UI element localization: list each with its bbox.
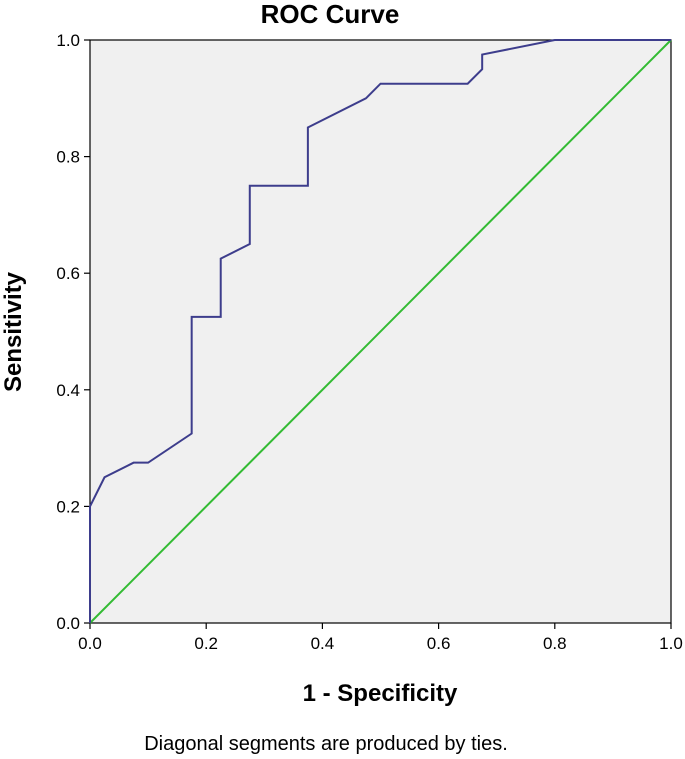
x-axis-title: 1 - Specificity xyxy=(303,680,458,707)
x-tick-label: 1.0 xyxy=(659,634,683,653)
x-tick-label: 0.0 xyxy=(78,634,102,653)
x-tick-label: 0.6 xyxy=(427,634,451,653)
y-axis-title: Sensitivity xyxy=(0,271,27,392)
y-axis-ticks: 0.0 0.2 0.4 0.6 0.8 1.0 xyxy=(56,31,90,633)
x-tick-label: 0.2 xyxy=(194,634,218,653)
y-tick-label: 0.8 xyxy=(56,148,80,167)
reference-diagonal-line xyxy=(89,39,672,624)
x-axis-ticks: 0.0 0.2 0.4 0.6 0.8 1.0 xyxy=(78,623,683,653)
roc-curve-line xyxy=(89,39,671,623)
y-tick-label: 0.6 xyxy=(56,264,80,283)
chart-title: ROC Curve xyxy=(261,0,400,29)
series-layer xyxy=(89,39,672,624)
footnote: Diagonal segments are produced by ties. xyxy=(144,733,508,755)
y-tick-label: 0.2 xyxy=(56,497,80,516)
y-tick-label: 0.0 xyxy=(56,614,80,633)
y-tick-label: 1.0 xyxy=(56,31,80,50)
x-tick-label: 0.4 xyxy=(311,634,335,653)
y-tick-label: 0.4 xyxy=(56,381,80,400)
x-tick-label: 0.8 xyxy=(543,634,567,653)
